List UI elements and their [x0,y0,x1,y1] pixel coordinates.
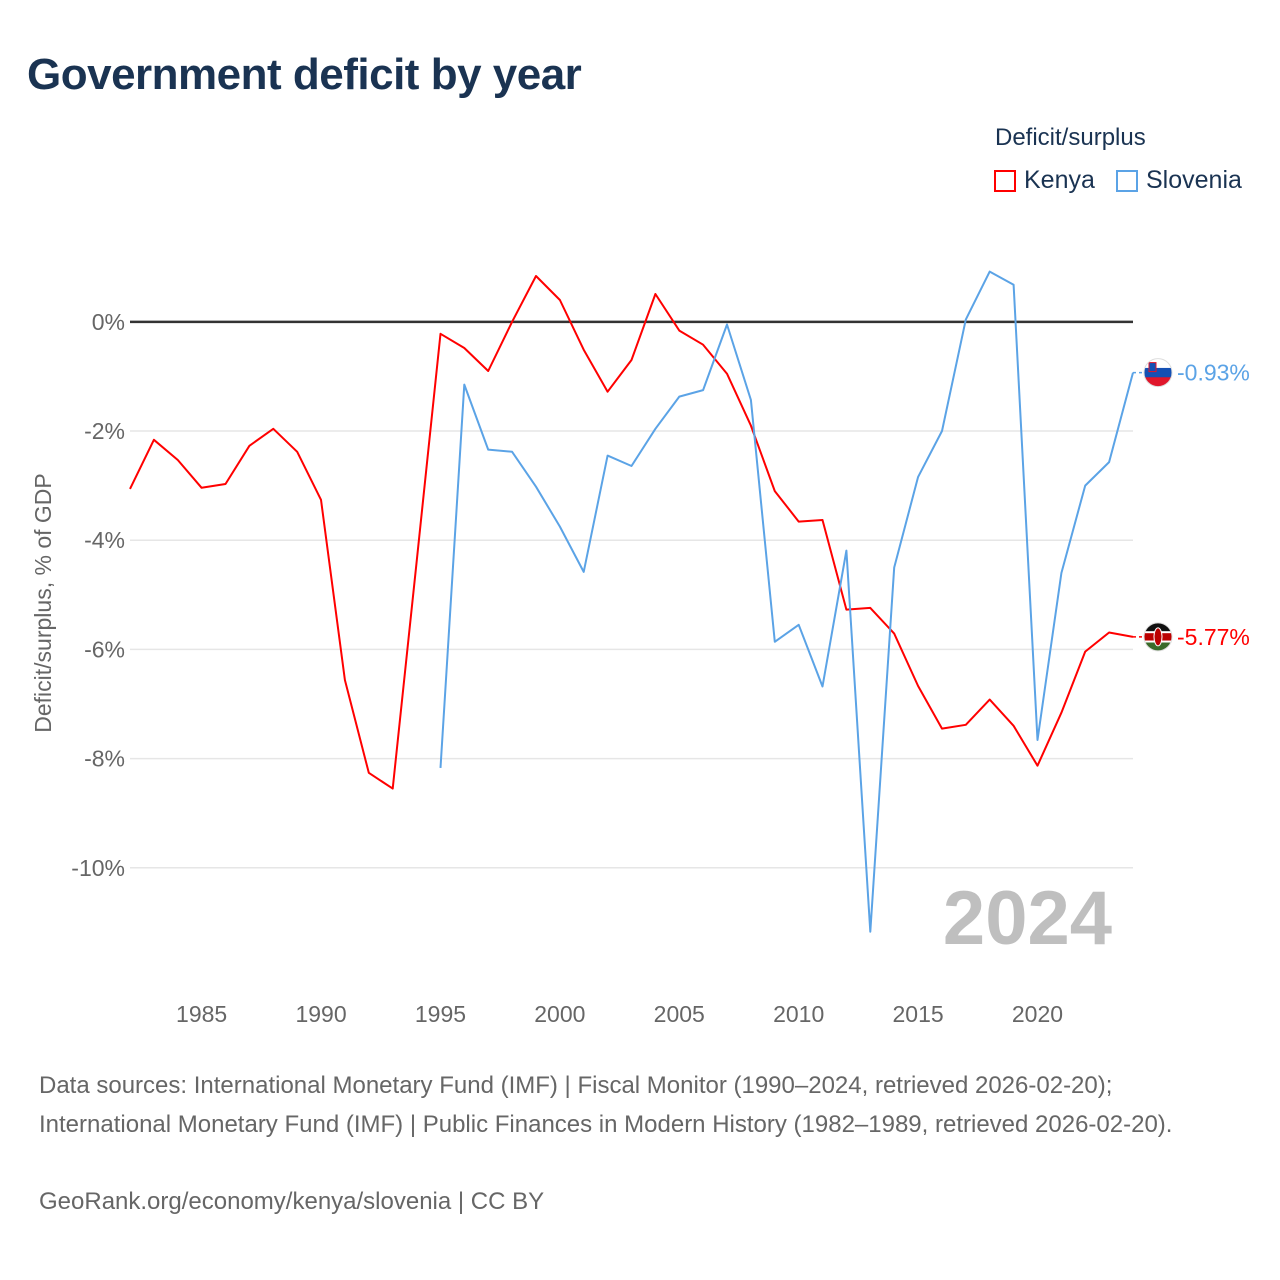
year-watermark: 2024 [943,876,1112,961]
y-axis-label: Deficit/surplus, % of GDP [30,473,56,732]
y-tick-label: -8% [84,746,125,772]
legend-title: Deficit/surplus [995,124,1146,151]
legend-item-slovenia[interactable]: Slovenia [1116,166,1242,195]
credit-link[interactable]: GeoRank.org/economy/kenya/slovenia | CC … [39,1188,545,1215]
legend-label-slovenia: Slovenia [1146,166,1242,194]
series-line-kenya [129,275,1134,790]
data-sources: Data sources: International Monetary Fun… [39,1072,1173,1138]
y-tick-label: -4% [84,527,125,553]
y-tick-label: -10% [71,855,125,881]
flag-border [1143,358,1173,388]
x-tick-label: 2005 [654,1001,705,1027]
end-value-label: -5.77% [1177,624,1250,650]
x-tick-label: 2015 [892,1001,943,1027]
x-tick-label: 2010 [773,1001,824,1027]
x-tick-label: 1995 [415,1001,466,1027]
x-tick-label: 1990 [295,1001,346,1027]
chart-title: Government deficit by year [27,50,582,99]
y-tick-label: -2% [84,418,125,444]
legend-swatch-kenya [994,169,1016,192]
x-tick-label: 2020 [1012,1001,1063,1027]
flag-border [1143,622,1173,652]
flag-kenya-icon [1144,622,1172,651]
series-line-slovenia [439,270,1134,933]
y-tick-label: 0% [92,309,125,335]
y-tick-label: -6% [84,636,125,662]
legend-swatch-slovenia [1116,169,1138,192]
end-value-label: -0.93% [1177,360,1250,386]
x-tick-label: 1985 [176,1001,227,1027]
legend-item-kenya[interactable]: Kenya [994,166,1095,195]
legend-label-kenya: Kenya [1024,166,1095,194]
x-tick-label: 2000 [534,1001,585,1027]
flag-slovenia-icon [1144,358,1172,387]
